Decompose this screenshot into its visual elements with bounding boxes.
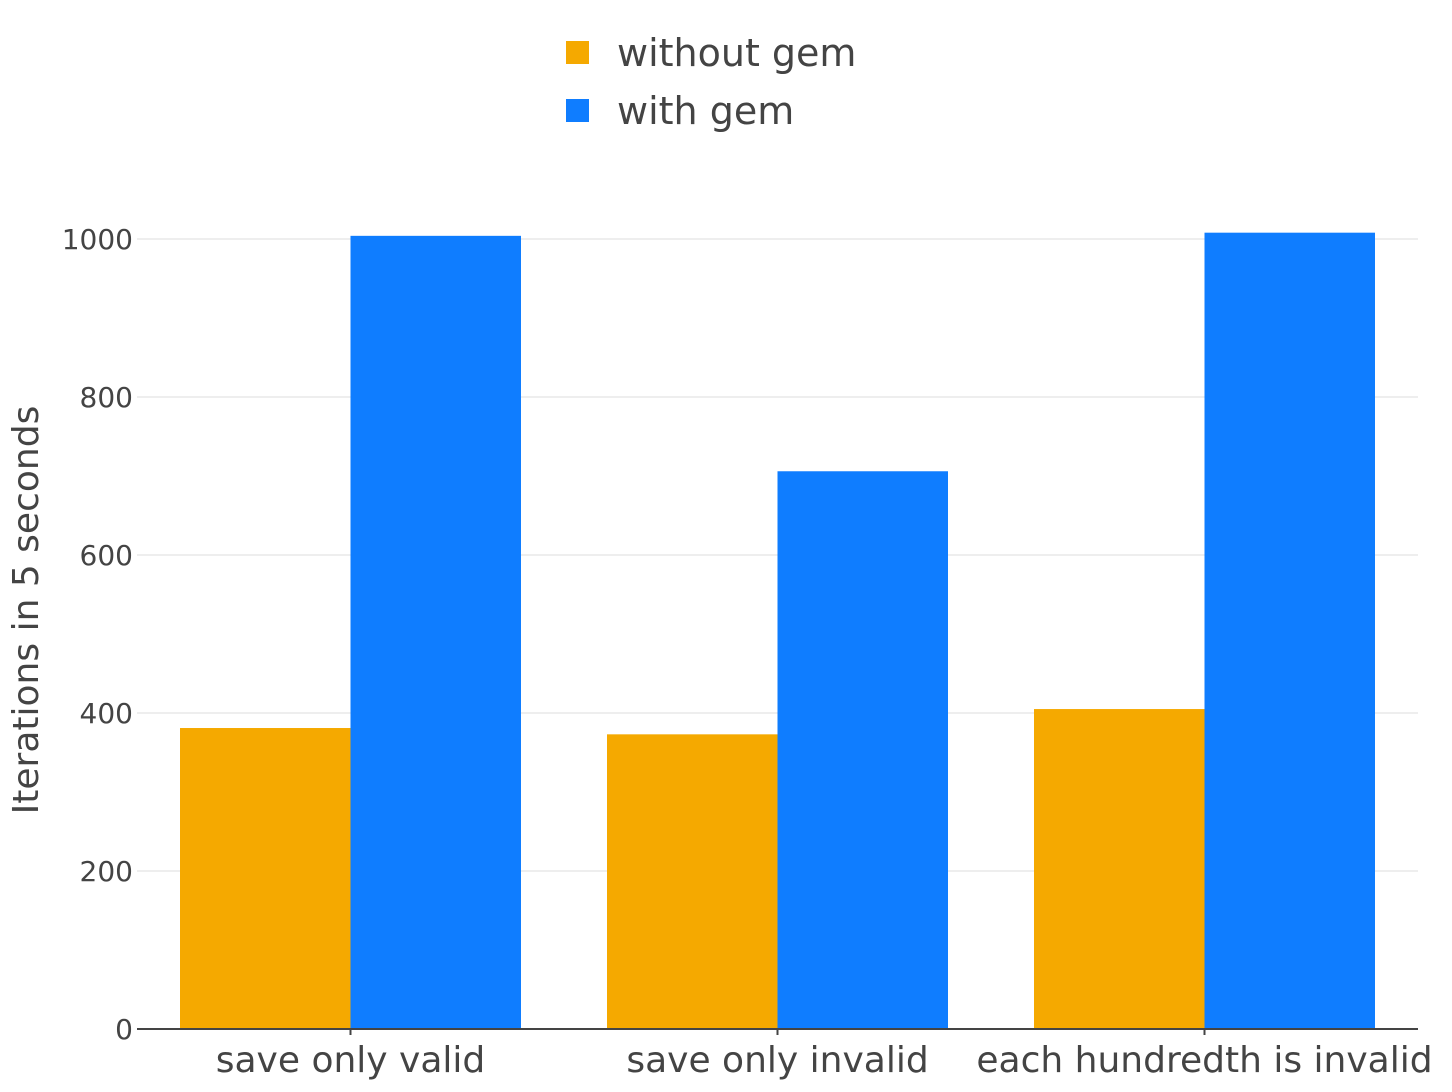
y-tick-label: 200 [80, 855, 133, 888]
bar-without-gem-2 [607, 734, 778, 1029]
legend-label-with-gem: with gem [617, 89, 794, 133]
y-tick-label: 600 [80, 539, 133, 572]
bar-without-gem-3 [1034, 709, 1205, 1029]
y-tick-label: 400 [80, 697, 133, 730]
bar-with-gem-2 [777, 471, 948, 1029]
x-tick-label: save only invalid [626, 1040, 928, 1081]
legend-swatch-with-gem [566, 99, 589, 122]
bar-with-gem-3 [1204, 232, 1375, 1029]
bars [180, 232, 1375, 1030]
legend-label-without-gem: without gem [617, 31, 856, 75]
axes [137, 1028, 1418, 1035]
y-tick-label: 1000 [62, 223, 133, 256]
y-tick-label: 800 [80, 381, 133, 414]
x-tick-label: save only valid [216, 1040, 486, 1081]
y-tick-labels: 0 200 400 600 800 1000 [62, 223, 133, 1046]
bar-with-gem-1 [350, 235, 521, 1030]
legend-swatch-without-gem [566, 41, 589, 64]
x-tick-labels: save only valid save only invalid each hun… [216, 1040, 1433, 1081]
y-tick-label: 0 [115, 1013, 133, 1046]
bar-without-gem-1 [180, 728, 351, 1029]
y-axis-title: Iterations in 5 seconds [6, 406, 47, 815]
legend: without gem with gem [566, 31, 856, 133]
x-tick-label: each hundredth is invalid [976, 1040, 1432, 1081]
